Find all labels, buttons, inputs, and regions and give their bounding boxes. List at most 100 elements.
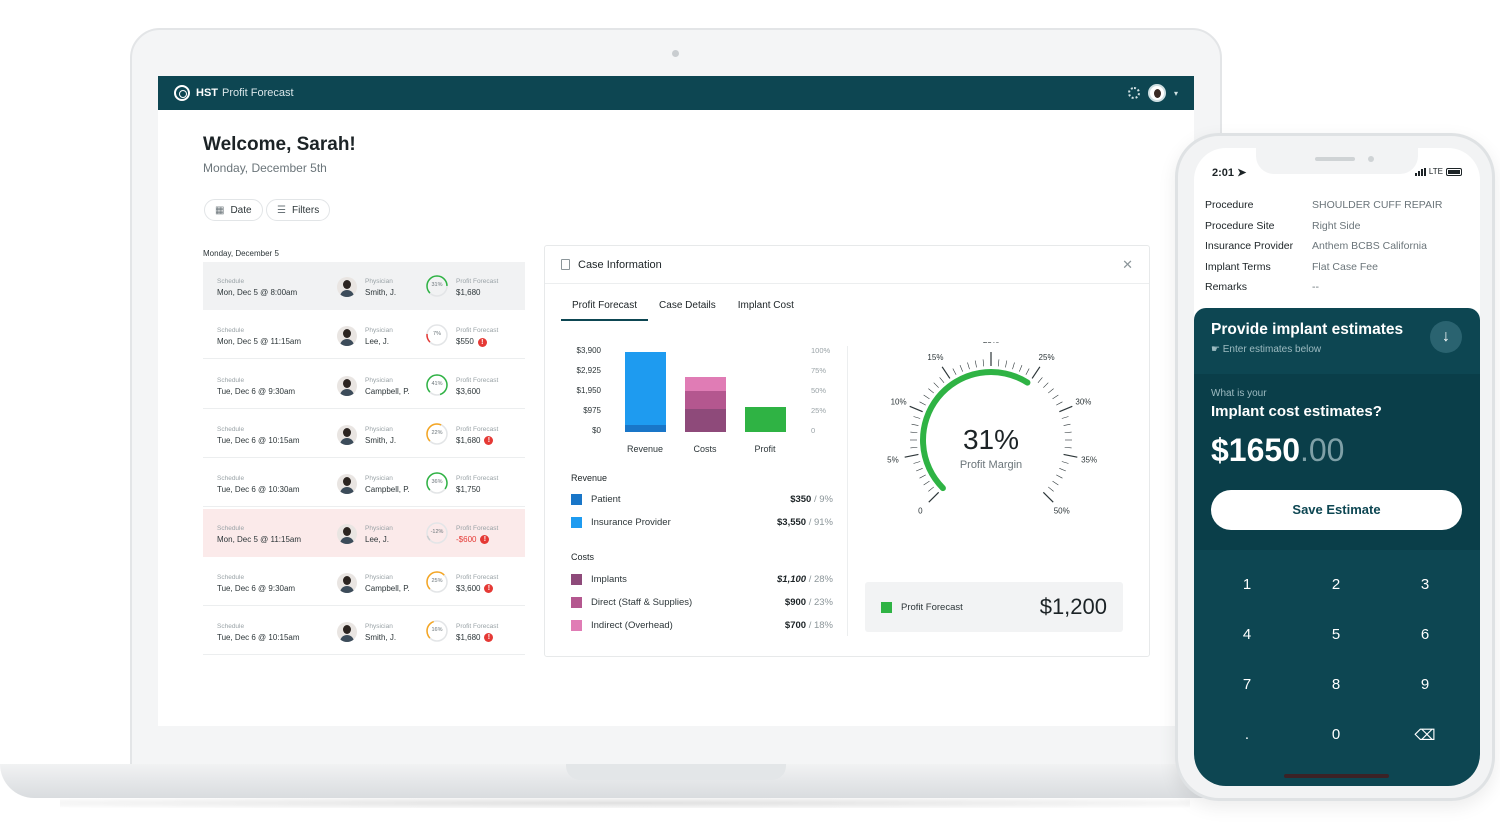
legend-amount: $1,100 xyxy=(777,574,807,585)
app-header: HST Profit Forecast ▾ xyxy=(158,76,1194,110)
schedule-row[interactable]: Schedule Tue, Dec 6 @ 10:15am Physician Smi… xyxy=(203,607,525,656)
schedule-row[interactable]: Schedule Tue, Dec 6 @ 10:30am Physician Cam… xyxy=(203,459,525,508)
legend-value: $1,100 / 28% xyxy=(777,574,833,585)
schedule-row[interactable]: Schedule Tue, Dec 6 @ 10:15am Physician Smi… xyxy=(203,410,525,458)
keypad-key[interactable]: 5 xyxy=(1331,626,1341,643)
y2-tick-label: 25% xyxy=(811,406,827,415)
phone-camera xyxy=(1368,156,1374,162)
physician-label: Physician xyxy=(365,524,393,532)
forecast-cell: Profit Forecast $3,600! xyxy=(456,574,498,594)
gauge-tick xyxy=(913,461,921,464)
gauge-value: 31% xyxy=(963,424,1019,455)
physician-avatar xyxy=(337,572,357,593)
margin-ring-track xyxy=(426,521,448,544)
keypad-key[interactable]: 4 xyxy=(1242,626,1252,643)
panel-divider xyxy=(847,346,848,636)
forecast-amount: $3,600 xyxy=(456,583,481,593)
legend-percent: / 9% xyxy=(811,494,833,505)
gauge-tick-label: 35% xyxy=(1081,456,1097,465)
costs-section-title: Costs xyxy=(571,552,595,562)
gear-icon[interactable] xyxy=(1127,87,1140,99)
info-key: Remarks xyxy=(1205,281,1248,293)
case-tabs: Profit Forecast Case Details Implant Cos… xyxy=(561,300,805,321)
margin-percent: 25% xyxy=(431,577,443,584)
legend-label: Implants xyxy=(591,574,627,585)
gauge-tick-label: 25% xyxy=(1039,353,1055,362)
schedule-row[interactable]: Schedule Mon, Dec 5 @ 11:15am Physician Lee… xyxy=(203,508,525,557)
legend-value: $900 / 23% xyxy=(785,597,833,608)
filters-button[interactable]: ☰ Filters xyxy=(266,199,331,221)
gauge-tick xyxy=(1012,362,1015,370)
margin-ring: 25% xyxy=(425,570,449,594)
forecast-label: Profit Forecast xyxy=(456,278,499,285)
keypad-key[interactable]: 0 xyxy=(1331,726,1341,743)
user-avatar[interactable] xyxy=(1147,84,1166,102)
schedule-row[interactable]: Schedule Mon, Dec 5 @ 8:00am Physician Smit… xyxy=(203,262,525,310)
schedule-row[interactable]: Schedule Tue, Dec 6 @ 9:30am Physician Camp… xyxy=(203,558,525,606)
schedule-time: Tue, Dec 6 @ 10:15am xyxy=(217,633,300,643)
gauge-tick xyxy=(933,382,939,388)
gauge-caption: Profit Margin xyxy=(960,459,1022,471)
gauge-tick xyxy=(909,405,923,413)
physician-cell: Physician Campbell, P. xyxy=(365,574,410,593)
schedule-cell: Schedule Tue, Dec 6 @ 9:30am xyxy=(217,574,295,593)
forecast-cell: Profit Forecast $1,680! xyxy=(456,623,498,643)
schedule-row[interactable]: Schedule Mon, Dec 5 @ 11:15am Physician Lee… xyxy=(203,311,525,360)
question-title: Implant cost estimates? xyxy=(1211,403,1382,420)
arrow-down-icon[interactable]: ↓ xyxy=(1430,321,1462,353)
info-row: Insurance Provider Anthem BCBS California xyxy=(1205,240,1427,252)
gauge-tick xyxy=(1061,416,1069,419)
info-value: Right Side xyxy=(1312,219,1361,232)
margin-ring: 41% xyxy=(425,373,449,397)
gauge-tick xyxy=(1064,431,1072,434)
chart-bar-costs xyxy=(685,390,726,410)
keypad-key[interactable]: 6 xyxy=(1420,626,1430,643)
schedule-cell: Schedule Tue, Dec 6 @ 10:15am xyxy=(217,623,300,642)
margin-ring-svg xyxy=(426,620,448,642)
schedule-row[interactable]: Schedule Tue, Dec 6 @ 9:30am Physician Camp… xyxy=(203,361,525,409)
tab-implant-cost[interactable]: Implant Cost xyxy=(737,300,794,311)
tab-profit-forecast[interactable]: Profit Forecast xyxy=(561,300,649,321)
keypad-key[interactable]: 1 xyxy=(1242,576,1252,593)
sheet-title: Provide implant estimates xyxy=(1211,321,1404,338)
chevron-down-icon[interactable]: ▾ xyxy=(1173,88,1178,98)
gauge-tick xyxy=(928,486,934,492)
legend-percent: / 23% xyxy=(806,597,833,608)
estimate-amount-field[interactable]: $1650.00 xyxy=(1211,432,1344,469)
gauge-tick xyxy=(923,394,930,400)
y-tick-label: $975 xyxy=(583,406,601,415)
legend-label: Insurance Provider xyxy=(591,517,671,528)
gauge-tick xyxy=(967,362,970,370)
phone-notch xyxy=(1256,148,1418,174)
logo-icon[interactable] xyxy=(174,85,190,101)
keypad-key[interactable]: 7 xyxy=(1242,676,1252,693)
tab-case-details[interactable]: Case Details xyxy=(659,300,716,311)
keypad-key[interactable]: 3 xyxy=(1420,576,1430,593)
gauge-tick xyxy=(1043,382,1049,388)
keypad-key[interactable]: 2 xyxy=(1331,576,1341,593)
status-time: 2:01 ➤ xyxy=(1212,166,1246,179)
close-icon[interactable]: ✕ xyxy=(1122,256,1133,272)
legend-row: Insurance Provider $3,550 / 91% xyxy=(571,517,833,528)
forecast-value: $3,600! xyxy=(456,583,498,594)
keypad-key[interactable]: 9 xyxy=(1420,676,1430,693)
physician-cell: Physician Smith, J. xyxy=(365,278,396,297)
amount-cents: .00 xyxy=(1299,432,1345,468)
physician-avatar xyxy=(337,326,357,347)
date-filter-button[interactable]: ▦ Date xyxy=(204,199,263,221)
physician-name: Lee, J. xyxy=(365,337,390,347)
save-estimate-button[interactable]: Save Estimate xyxy=(1211,490,1462,530)
physician-label: Physician xyxy=(365,376,393,384)
margin-ring-svg xyxy=(426,472,448,494)
welcome-title: Welcome, Sarah! xyxy=(203,134,356,155)
keypad-key[interactable]: 8 xyxy=(1331,676,1341,693)
physician-name: Campbell, P. xyxy=(365,583,410,593)
margin-ring-svg xyxy=(426,324,448,347)
forecast-amount: $1,680 xyxy=(456,288,481,297)
backspace-icon[interactable]: ⌫ xyxy=(1414,727,1436,744)
keypad-key[interactable]: . xyxy=(1244,726,1250,743)
physician-cell: Physician Smith, J. xyxy=(365,623,396,642)
physician-name: Campbell, P. xyxy=(365,386,410,396)
forecast-value: $1,750 xyxy=(456,485,498,494)
y-tick-label: $3,900 xyxy=(576,346,601,355)
